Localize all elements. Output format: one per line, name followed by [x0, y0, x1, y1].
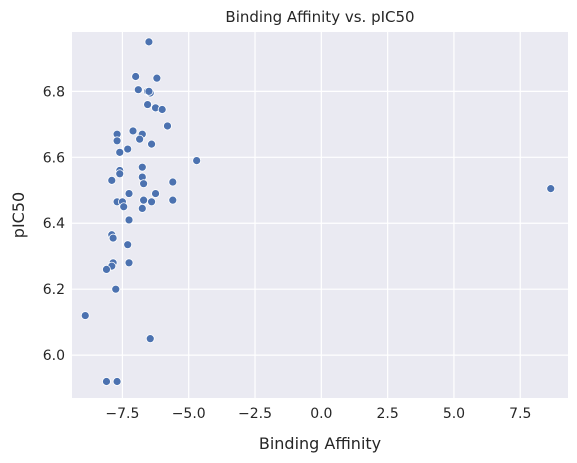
x-tick-label: −2.5 — [238, 406, 272, 422]
data-point — [123, 240, 133, 250]
data-point — [546, 184, 556, 194]
data-point — [80, 311, 90, 320]
y-tick-label: 6.4 — [43, 216, 65, 232]
data-point — [112, 136, 122, 146]
data-point — [102, 265, 111, 274]
data-point — [111, 284, 121, 294]
data-point — [128, 126, 138, 136]
data-point — [124, 215, 134, 225]
data-point — [131, 72, 141, 81]
data-point — [143, 100, 152, 109]
data-point — [157, 105, 167, 114]
data-point — [124, 189, 134, 198]
x-tick-label: −5.0 — [172, 406, 206, 422]
data-points — [80, 37, 556, 386]
x-gridlines — [121, 32, 521, 398]
y-tick-label: 6.6 — [43, 150, 65, 166]
y-tick-label: 6.0 — [43, 348, 65, 364]
data-point — [139, 179, 149, 189]
data-point — [108, 233, 118, 243]
y-tick-label: 6.8 — [43, 84, 65, 100]
data-point — [115, 169, 125, 179]
data-point — [102, 377, 111, 386]
data-point — [124, 258, 134, 268]
data-point — [192, 156, 202, 165]
data-point — [137, 204, 147, 213]
data-point — [147, 197, 156, 207]
x-tick-label: 5.0 — [443, 406, 465, 422]
data-point — [151, 189, 160, 198]
data-point — [163, 121, 172, 131]
data-point — [144, 86, 154, 96]
y-tick-label: 6.2 — [43, 282, 65, 298]
data-point — [133, 85, 143, 95]
data-point — [112, 377, 122, 386]
data-point — [137, 162, 147, 172]
plot-area — [72, 32, 568, 398]
data-point — [144, 37, 154, 47]
data-point — [123, 144, 133, 154]
data-point — [168, 195, 178, 205]
data-point — [119, 202, 129, 212]
data-point — [152, 73, 162, 83]
data-point — [168, 177, 178, 187]
data-point — [115, 147, 125, 157]
x-tick-label: 7.5 — [509, 406, 531, 422]
x-tick-label: 0.0 — [310, 406, 332, 422]
data-point — [147, 139, 156, 149]
y-tick-labels: 6.0 6.2 6.4 6.6 6.8 — [43, 84, 65, 364]
x-tick-label: −7.5 — [105, 406, 139, 422]
y-axis-label: pIC50 — [9, 192, 28, 238]
x-axis-label: Binding Affinity — [259, 434, 381, 453]
x-tick-label: 2.5 — [377, 406, 399, 422]
data-point — [135, 134, 145, 144]
x-tick-labels: −7.5 −5.0 −2.5 0.0 2.5 5.0 7.5 — [105, 406, 531, 422]
y-gridlines — [72, 90, 568, 356]
data-point — [107, 175, 117, 185]
chart-title: Binding Affinity vs. pIC50 — [225, 8, 414, 26]
data-point — [139, 195, 149, 205]
data-point — [145, 334, 155, 344]
